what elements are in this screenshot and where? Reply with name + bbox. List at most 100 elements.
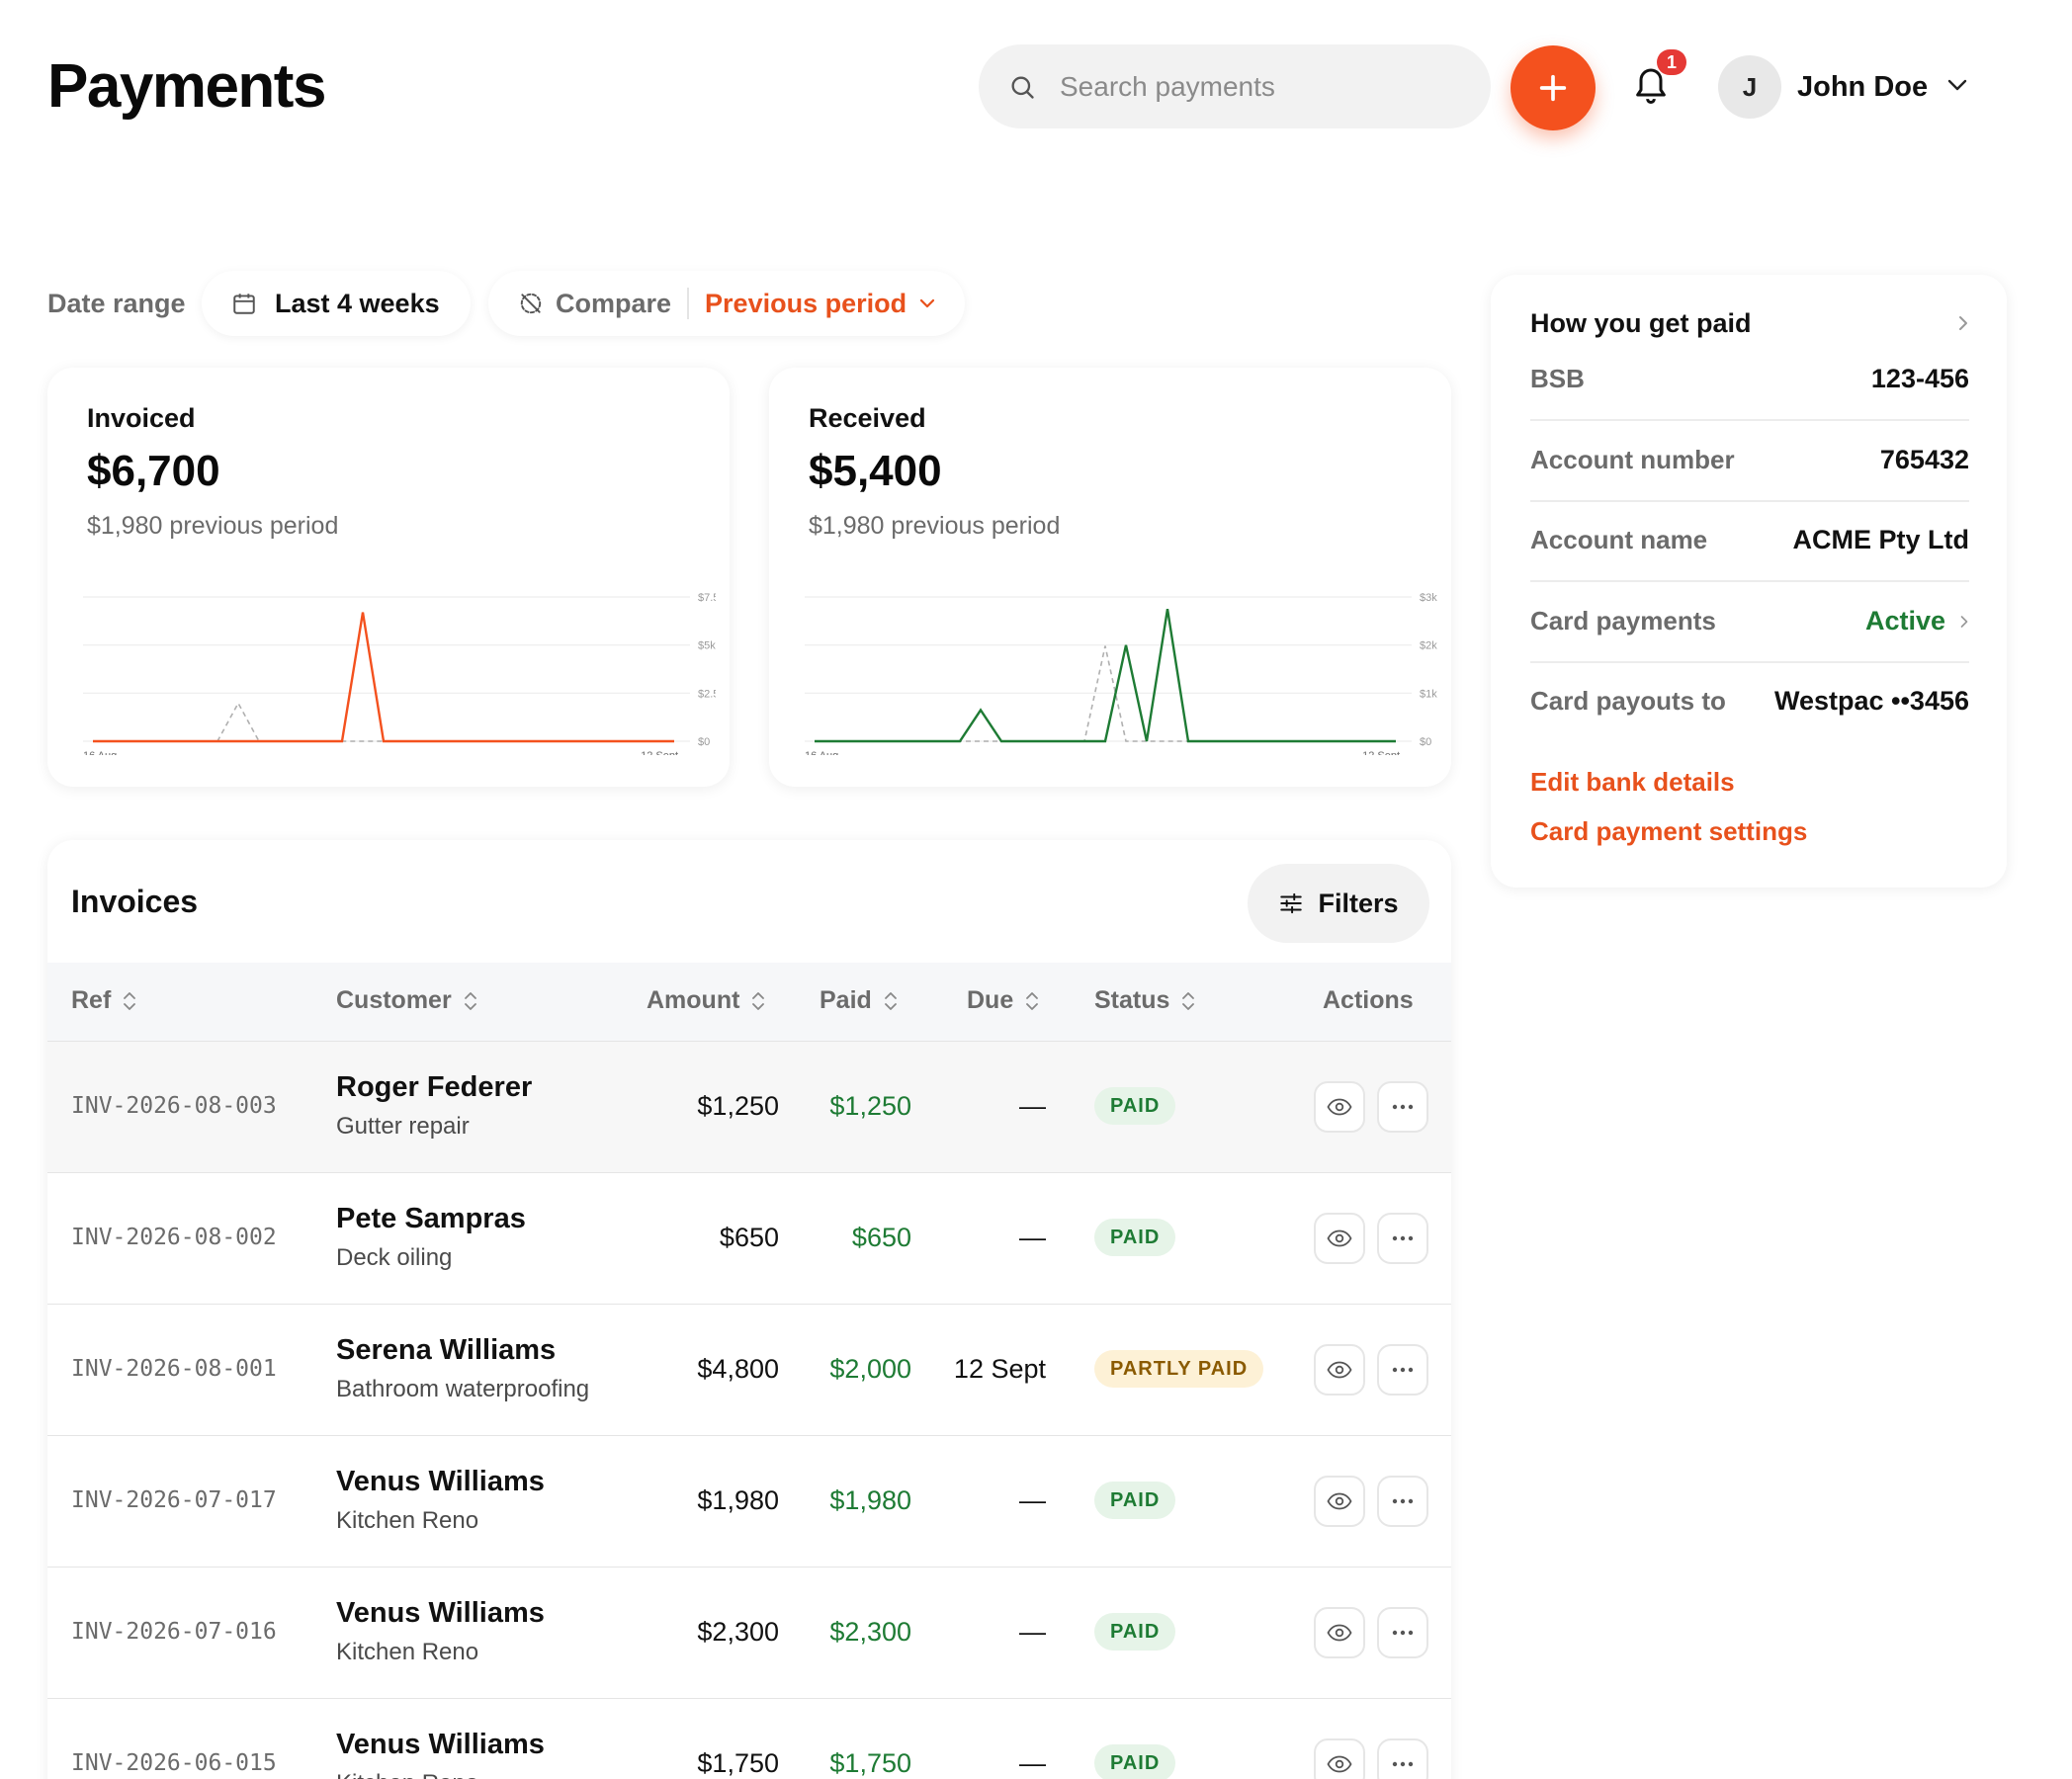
received-card: Received $5,400 $1,980 previous period $… <box>769 368 1451 787</box>
more-icon <box>1392 1235 1414 1241</box>
table-row[interactable]: INV-2026-07-017 Venus Williams Kitchen Ren… <box>47 1436 1451 1567</box>
column-customer[interactable]: Customer <box>336 986 477 1015</box>
column-paid-label: Paid <box>820 986 872 1014</box>
customer-name: Pete Sampras <box>336 1203 526 1234</box>
more-actions-button[interactable] <box>1377 1476 1428 1527</box>
x-tick-label: 12 Sept <box>1362 750 1400 755</box>
eye-icon <box>1327 1755 1352 1773</box>
edit-bank-details-link[interactable]: Edit bank details <box>1530 767 1735 797</box>
customer-name: Venus Williams <box>336 1597 545 1629</box>
invoice-due: — <box>1019 1223 1046 1252</box>
received-label: Received <box>809 403 926 433</box>
invoiced-value: $6,700 <box>87 447 220 495</box>
chevron-right-icon[interactable] <box>1957 314 1969 332</box>
customer-name: Venus Williams <box>336 1729 545 1760</box>
more-icon <box>1392 1761 1414 1767</box>
date-range-label: Date range <box>47 289 186 318</box>
notifications-button[interactable] <box>1631 63 1675 111</box>
table-row[interactable]: INV-2026-07-016 Venus Williams Kitchen Ren… <box>47 1567 1451 1699</box>
invoice-paid: $1,250 <box>829 1091 911 1121</box>
column-ref[interactable]: Ref <box>71 986 136 1015</box>
invoices-card: Invoices Filters Ref Customer Amount Pai… <box>47 840 1451 1779</box>
column-status[interactable]: Status <box>1094 986 1195 1015</box>
invoice-paid: $650 <box>851 1223 911 1252</box>
invoice-ref: INV-2026-08-002 <box>71 1225 277 1250</box>
bell-icon <box>1636 68 1666 104</box>
column-paid[interactable]: Paid <box>820 986 898 1015</box>
status-badge: PAID <box>1094 1087 1176 1125</box>
y-tick-label: $3k <box>1420 592 1437 604</box>
invoice-ref: INV-2026-07-016 <box>71 1619 277 1645</box>
y-tick-label: $2k <box>1420 640 1437 652</box>
card-payouts-row: Card payouts to Westpac ••3456 <box>1530 662 1969 743</box>
filters-button[interactable]: Filters <box>1248 864 1429 943</box>
more-actions-button[interactable] <box>1377 1213 1428 1264</box>
customer-job: Deck oiling <box>336 1244 453 1271</box>
chevron-down-icon[interactable] <box>1945 77 1969 93</box>
view-button[interactable] <box>1314 1213 1365 1264</box>
status-badge: PAID <box>1094 1613 1176 1651</box>
column-customer-label: Customer <box>336 986 452 1014</box>
view-button[interactable] <box>1314 1607 1365 1658</box>
search-input[interactable] <box>1060 70 1455 103</box>
customer-job: Bathroom waterproofing <box>336 1376 590 1402</box>
x-tick-label: 16 Aug <box>83 750 117 755</box>
view-button[interactable] <box>1314 1344 1365 1396</box>
account-number-label: Account number <box>1530 445 1735 474</box>
payout-details-card: How you get paid BSB 123-456 Account num… <box>1491 275 2007 888</box>
invoice-paid: $1,750 <box>829 1748 911 1778</box>
more-actions-button[interactable] <box>1377 1738 1428 1779</box>
user-name[interactable]: John Doe <box>1797 71 1929 103</box>
current-period-line <box>815 609 1396 743</box>
compare-off-icon <box>520 293 542 314</box>
divider <box>687 288 690 319</box>
invoice-ref: INV-2026-06-015 <box>71 1750 277 1776</box>
column-actions: Actions <box>1323 986 1414 1015</box>
view-button[interactable] <box>1314 1738 1365 1779</box>
add-button[interactable] <box>1511 45 1596 130</box>
compare-picker[interactable]: Compare Previous period <box>488 271 965 336</box>
received-previous: $1,980 previous period <box>809 512 1061 540</box>
invoiced-previous: $1,980 previous period <box>87 512 339 540</box>
customer-name: Roger Federer <box>336 1071 533 1103</box>
status-badge: PAID <box>1094 1744 1176 1779</box>
current-period-line <box>93 612 674 743</box>
view-button[interactable] <box>1314 1081 1365 1133</box>
sort-icon <box>884 991 897 1010</box>
invoice-amount: $1,250 <box>697 1091 779 1121</box>
filters-label: Filters <box>1318 888 1399 918</box>
card-payments-row[interactable]: Card payments Active <box>1530 582 1969 663</box>
avatar[interactable]: J <box>1718 55 1781 119</box>
more-actions-button[interactable] <box>1377 1081 1428 1133</box>
table-row[interactable]: INV-2026-06-015 Venus Williams Kitchen Ren… <box>47 1699 1451 1779</box>
customer-job: Kitchen Reno <box>336 1639 479 1665</box>
column-amount[interactable]: Amount <box>647 986 765 1015</box>
y-tick-label: $0 <box>698 736 710 748</box>
column-due[interactable]: Due <box>967 986 1039 1015</box>
table-header: Ref Customer Amount Paid Due Status Acti… <box>47 963 1451 1042</box>
more-icon <box>1392 1630 1414 1636</box>
payout-title[interactable]: How you get paid <box>1530 308 1752 338</box>
invoice-due: — <box>1019 1748 1046 1778</box>
table-row[interactable]: INV-2026-08-003 Roger Federer Gutter repai… <box>47 1042 1451 1173</box>
table-row[interactable]: INV-2026-08-001 Serena Williams Bathroom w… <box>47 1305 1451 1436</box>
view-button[interactable] <box>1314 1476 1365 1527</box>
invoiced-chart: $7.5k $5k $2.5k $0 16 Aug 12 Sept <box>83 592 716 755</box>
invoice-due: — <box>1019 1091 1046 1121</box>
invoice-amount: $1,980 <box>697 1485 779 1515</box>
account-name-row: Account name ACME Pty Ltd <box>1530 501 1969 582</box>
eye-icon <box>1327 1229 1352 1247</box>
more-icon <box>1392 1367 1414 1373</box>
compare-label: Compare <box>556 288 672 318</box>
more-actions-button[interactable] <box>1377 1607 1428 1658</box>
status-badge: PARTLY PAID <box>1094 1350 1264 1388</box>
sliders-icon <box>1280 892 1303 914</box>
card-payment-settings-link[interactable]: Card payment settings <box>1530 816 1808 846</box>
more-actions-button[interactable] <box>1377 1344 1428 1396</box>
table-row[interactable]: INV-2026-08-002 Pete Sampras Deck oiling $6… <box>47 1173 1451 1305</box>
bsb-label: BSB <box>1530 364 1585 393</box>
y-tick-label: $7.5k <box>698 592 716 604</box>
y-tick-label: $2.5k <box>698 688 716 700</box>
search-bar[interactable] <box>979 44 1491 128</box>
date-range-picker[interactable]: Last 4 weeks <box>202 271 471 336</box>
